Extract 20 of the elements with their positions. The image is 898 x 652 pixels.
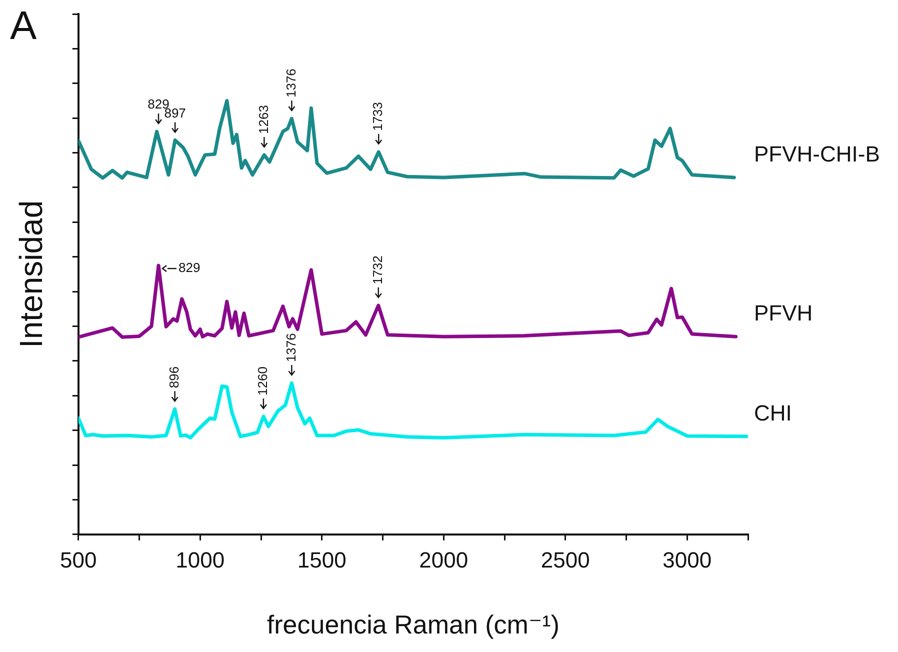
- x-tick-label: 1000: [176, 548, 225, 573]
- x-tick-label: 1500: [297, 548, 346, 573]
- y-axis-title: Intensidad: [13, 200, 50, 348]
- annotation: 1733: [370, 102, 386, 131]
- series-label: PFVH-CHI-B: [754, 142, 880, 167]
- annotation: 1263: [256, 105, 271, 134]
- annotation: 1260: [255, 366, 270, 396]
- text: A: [10, 4, 37, 48]
- x-tick-label: 2000: [419, 548, 468, 573]
- annotation: 896: [166, 366, 182, 388]
- annotation: 1732: [370, 256, 385, 284]
- x-tick-label: 3000: [662, 548, 712, 573]
- annotation: 1376: [283, 333, 298, 362]
- annotation: 1376: [283, 68, 298, 98]
- x-axis-title: frecuencia Raman (cm⁻¹): [266, 610, 560, 640]
- series-label: PFVH: [754, 300, 813, 326]
- annotation: 829: [178, 260, 200, 276]
- series-label: CHI: [754, 400, 792, 426]
- x-tick-label: 2500: [540, 548, 590, 573]
- x-tick-label: 500: [60, 548, 97, 573]
